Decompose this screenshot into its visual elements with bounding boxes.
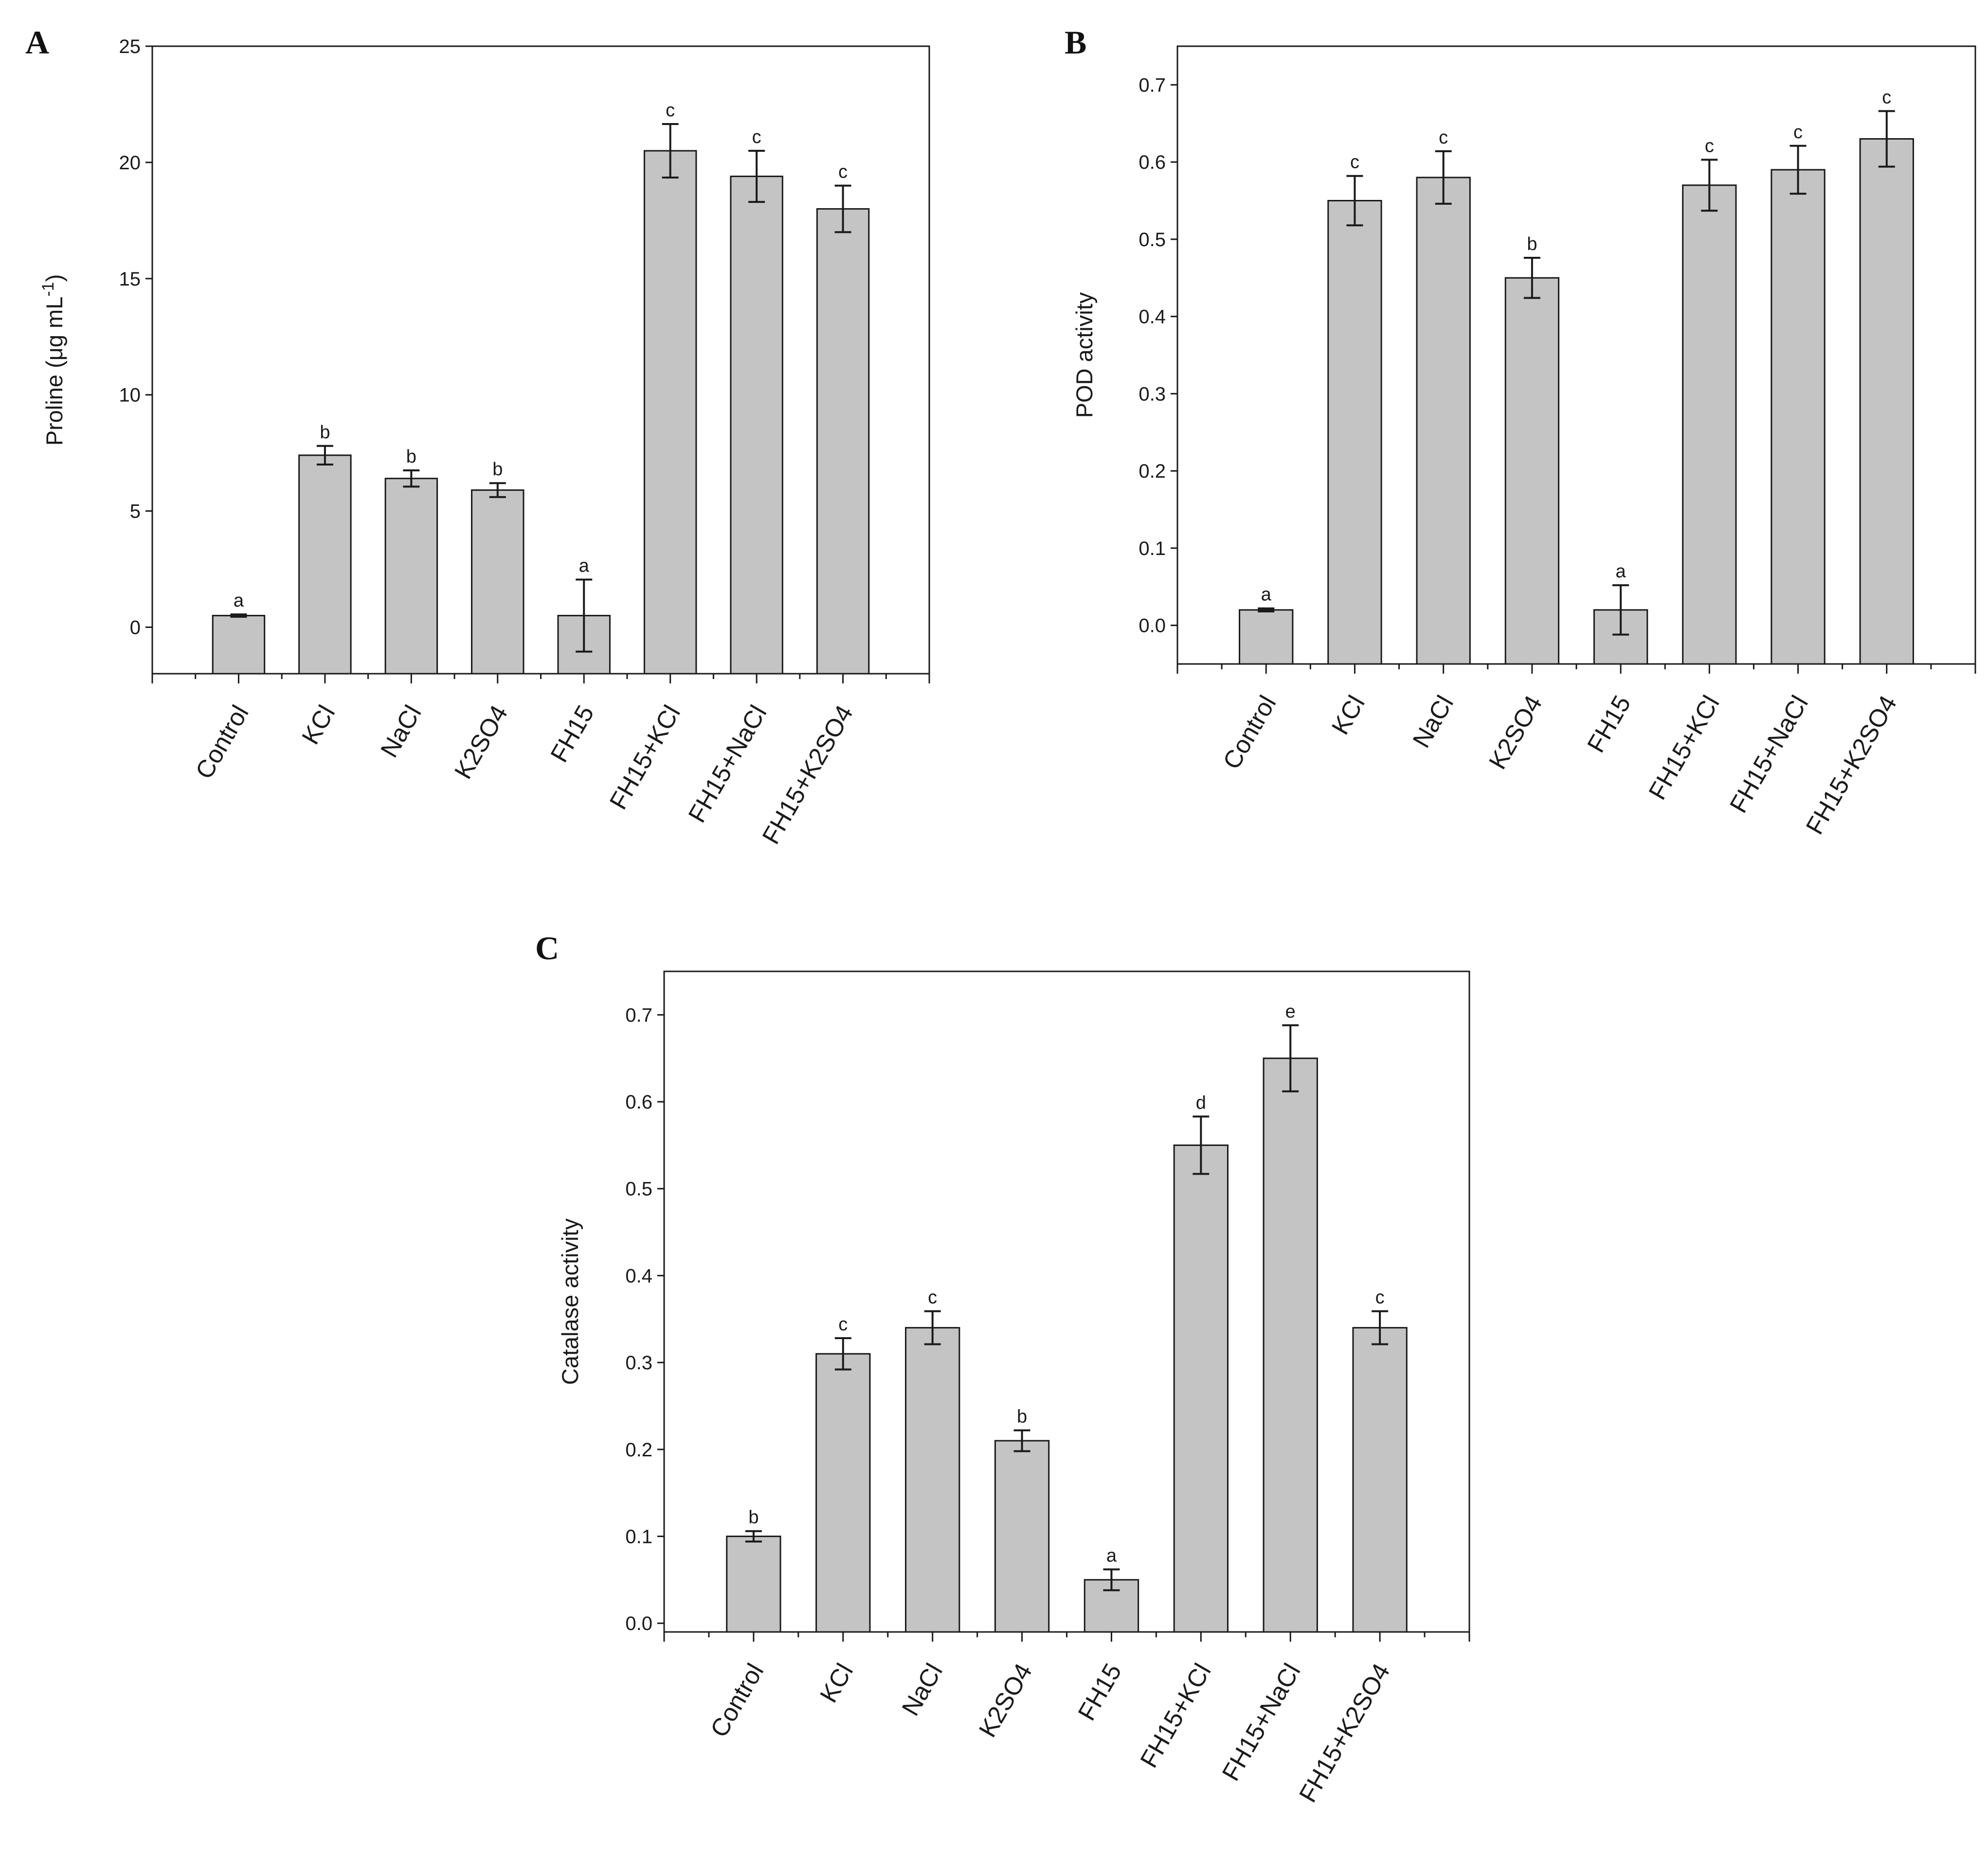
significance-letter: c (1375, 1288, 1385, 1308)
bar-control (1239, 609, 1294, 665)
y-tick-label: 0.4 (625, 1265, 652, 1287)
significance-letter: a (1261, 585, 1272, 605)
significance-letter: a (579, 556, 590, 576)
bar-fh15-kcl (643, 150, 697, 675)
significance-letter: b (1017, 1406, 1027, 1427)
y-tick-label: 20 (119, 152, 141, 174)
bar-fh15-kcl (1173, 1144, 1229, 1633)
y-tick-label: 5 (130, 501, 141, 522)
y-axis-title-text: Catalase activity (557, 1218, 583, 1385)
significance-letter: b (492, 459, 503, 480)
panel-letter-a: A (25, 24, 49, 61)
significance-letter: c (1439, 127, 1448, 148)
chart-c-catalase-activity: 0.0 0.1 0.2 0.3 0.4 0.5 0.6 0.7 Catalase activit… (557, 970, 1470, 1807)
y-tick-label: 0.6 (1139, 152, 1166, 173)
significance-letter: c (1705, 136, 1714, 156)
y-tick-label: 15 (119, 269, 141, 290)
y-axis-title: POD activity (1071, 292, 1097, 418)
significance-letter: c (928, 1288, 937, 1308)
y-tick-label: 0.5 (1139, 229, 1166, 251)
bar-fh15-k2so4 (816, 208, 870, 675)
y-tick-label: 0.1 (625, 1526, 652, 1547)
significance-letter: d (1196, 1093, 1206, 1113)
y-tick-label: 0.6 (625, 1092, 652, 1113)
y-axis-title-superscript: -1 (39, 282, 57, 296)
y-axis-title: Proline (μg mL-1) (39, 274, 67, 446)
y-tick-label: 0.3 (1139, 383, 1166, 405)
y-axis-title-text: Proline (μg mL (41, 297, 67, 446)
y-axis-title-text: POD activity (1071, 292, 1097, 418)
y-tick-label: 0 (130, 617, 141, 638)
y-tick-label: 0.0 (625, 1613, 652, 1634)
panel-letter-c: C (535, 930, 559, 967)
bar-fh15-nacl (1263, 1057, 1318, 1633)
significance-letter: a (1616, 561, 1627, 582)
y-tick-label: 0.2 (625, 1439, 652, 1461)
bar-kcl (815, 1353, 871, 1633)
significance-letter: b (748, 1507, 759, 1528)
bar-fh15-nacl (1771, 169, 1825, 665)
significance-letter: c (666, 100, 675, 121)
y-tick-label: 0.5 (625, 1179, 652, 1200)
significance-letter: b (1527, 234, 1537, 254)
y-tick-label: 0.7 (1139, 74, 1166, 96)
significance-letter: e (1285, 1002, 1296, 1022)
significance-letter: c (838, 1314, 848, 1335)
panel-letter-b: B (1065, 24, 1086, 61)
significance-letter: c (1350, 152, 1359, 173)
bar-fh15-k2so4 (1352, 1327, 1408, 1633)
bar-nacl (1416, 177, 1471, 665)
y-tick-label: 25 (119, 36, 141, 57)
bar-k2so4 (994, 1440, 1050, 1633)
y-axis-title-end: ) (41, 274, 67, 282)
y-axis-title: Catalase activity (557, 1218, 583, 1385)
significance-letter: c (1882, 87, 1891, 107)
y-tick-label: 0.3 (625, 1352, 652, 1374)
significance-letter: b (320, 422, 330, 443)
y-tick-label: 0.2 (1139, 461, 1166, 482)
bar-fh15-nacl (730, 176, 783, 675)
bar-fh15-k2so4 (1859, 138, 1914, 665)
significance-letter: b (406, 447, 416, 467)
bar-nacl (905, 1327, 960, 1633)
y-tick-label: 0.1 (1139, 538, 1166, 559)
y-tick-label: 10 (119, 385, 141, 406)
y-tick-label: 0.7 (625, 1004, 652, 1026)
bar-k2so4 (1504, 277, 1560, 665)
bar-kcl (1327, 200, 1382, 665)
bar-control (726, 1535, 781, 1633)
bar-control (212, 615, 266, 675)
bar-k2so4 (471, 489, 524, 675)
significance-letter: c (752, 127, 761, 147)
y-tick-label: 0.0 (1139, 615, 1166, 637)
bar-kcl (298, 454, 352, 675)
significance-letter: a (1106, 1545, 1117, 1566)
bar-fh15-kcl (1682, 184, 1737, 665)
y-tick-label: 0.4 (1139, 306, 1166, 328)
bar-nacl (384, 478, 438, 675)
significance-letter: a (234, 591, 244, 611)
significance-letter: c (1793, 122, 1803, 143)
significance-letter: c (838, 162, 848, 182)
